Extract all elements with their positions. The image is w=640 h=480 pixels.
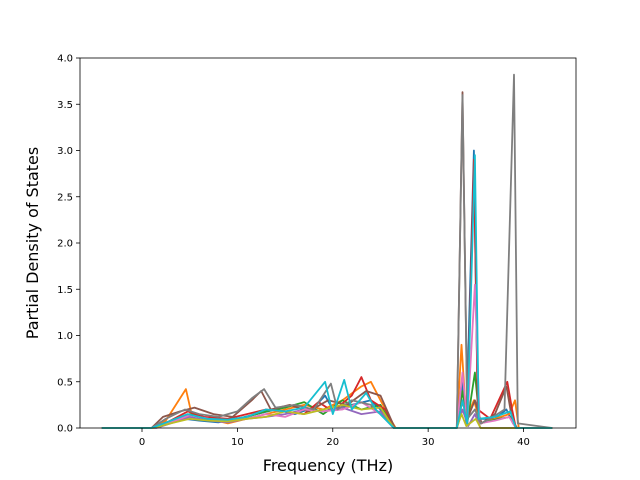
series-line-7 [101, 73, 553, 429]
series-line-3 [101, 158, 553, 429]
y-tick-label: 0.5 [57, 377, 73, 388]
y-tick-label: 2.0 [57, 239, 73, 250]
plot-background [80, 58, 576, 428]
y-tick-label: 4.0 [57, 54, 73, 65]
x-tick-label: 40 [517, 437, 530, 448]
y-tick-label: 1.0 [57, 331, 73, 342]
x-tick-label: 0 [139, 437, 145, 448]
y-axis-label: Partial Density of States [23, 147, 42, 339]
y-axis: 0.0 0.5 1.0 1.5 2.0 2.5 3.0 3.5 4.0 [57, 54, 80, 435]
x-tick-label: 30 [422, 437, 435, 448]
x-tick-label: 20 [326, 437, 339, 448]
y-tick-label: 1.5 [57, 285, 73, 296]
x-axis: 0 10 20 30 40 [139, 428, 530, 448]
y-tick-label: 3.0 [57, 146, 73, 157]
series-line-9 [101, 154, 553, 429]
x-tick-label: 10 [231, 437, 244, 448]
x-axis-label: Frequency (THz) [263, 456, 393, 475]
y-tick-label: 0.0 [57, 424, 73, 435]
series-layer [101, 73, 553, 429]
series-line-8 [101, 403, 553, 429]
y-tick-label: 3.5 [57, 100, 73, 111]
y-tick-label: 2.5 [57, 192, 73, 203]
